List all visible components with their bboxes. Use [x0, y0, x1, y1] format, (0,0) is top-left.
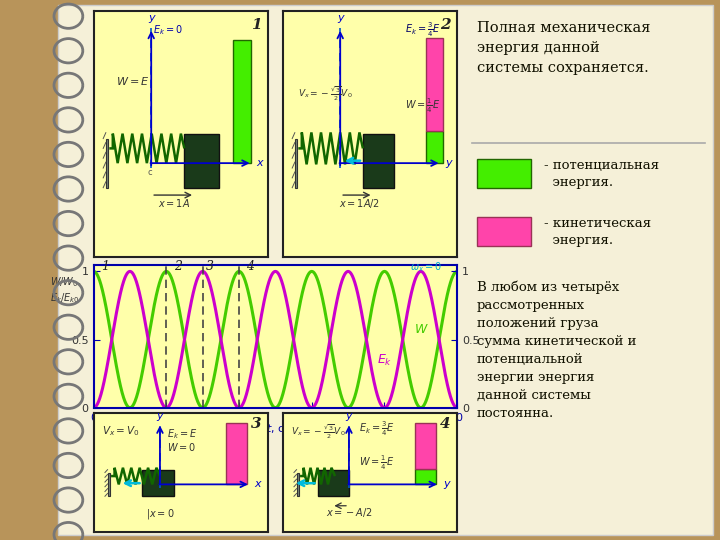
Bar [363, 133, 395, 188]
Text: $E_k=E$: $E_k=E$ [167, 427, 197, 441]
Text: $W=0$: $W=0$ [167, 441, 196, 453]
Bar [233, 40, 251, 163]
Text: $x=1A/2$: $x=1A/2$ [339, 197, 380, 211]
Text: $V_x=-\frac{\sqrt{3}}{2}V_0$: $V_x=-\frac{\sqrt{3}}{2}V_0$ [292, 422, 346, 441]
Text: 3: 3 [251, 417, 261, 431]
Bar [477, 159, 531, 188]
Text: $E_k/E_{k0}$: $E_k/E_{k0}$ [50, 292, 80, 305]
Text: $V_x=-\frac{\sqrt{3}}{2}V_0$: $V_x=-\frac{\sqrt{3}}{2}V_0$ [298, 84, 353, 103]
Text: $E_k=\frac{3}{4}E$: $E_k=\frac{3}{4}E$ [405, 21, 441, 39]
Bar [143, 470, 174, 496]
Text: $|x=0$: $|x=0$ [145, 507, 174, 521]
Text: $W$: $W$ [413, 323, 428, 336]
Text: $W=\frac{1}{4}E$: $W=\frac{1}{4}E$ [359, 454, 395, 472]
Text: y: y [337, 12, 343, 23]
Text: - кинетическая
  энергия.: - кинетическая энергия. [544, 217, 651, 247]
Bar [226, 423, 247, 484]
Bar [415, 469, 436, 484]
Text: - потенциальная
  энергия.: - потенциальная энергия. [544, 159, 659, 188]
Bar [294, 139, 297, 188]
Text: $W=E$: $W=E$ [117, 75, 150, 86]
Text: $E_k=\frac{3}{4}E$: $E_k=\frac{3}{4}E$ [359, 420, 395, 438]
Text: $V_x=V_0$: $V_x=V_0$ [102, 424, 140, 438]
Text: $x=-A/2$: $x=-A/2$ [325, 507, 372, 519]
Bar [477, 217, 531, 246]
Bar [426, 38, 444, 131]
Text: y: y [157, 411, 163, 421]
Bar [426, 131, 444, 163]
Text: x: x [254, 480, 261, 489]
Text: Полная механическая
энергия данной
системы сохраняется.: Полная механическая энергия данной систе… [477, 21, 650, 76]
Bar [297, 472, 300, 496]
Bar [415, 423, 436, 469]
Bar [318, 470, 349, 496]
Text: c: c [148, 168, 153, 178]
Bar [106, 139, 109, 188]
Text: $t$, c: $t$, c [266, 422, 285, 435]
Text: В любом из четырёх
рассмотренных
положений груза
сумма кинетической и
потенциаль: В любом из четырёх рассмотренных положен… [477, 281, 636, 420]
Text: $W/W_0,$: $W/W_0,$ [50, 275, 81, 289]
Text: y: y [445, 158, 451, 168]
Text: 2: 2 [440, 18, 450, 32]
Text: y: y [444, 480, 450, 489]
Text: 1: 1 [251, 18, 261, 32]
Text: x: x [256, 158, 263, 168]
Text: 4: 4 [246, 260, 254, 273]
Text: y: y [346, 411, 352, 421]
Text: 4: 4 [440, 417, 450, 431]
Text: $x=1A$: $x=1A$ [158, 197, 190, 210]
Bar [107, 472, 110, 496]
Text: $W=\frac{1}{4}E$: $W=\frac{1}{4}E$ [405, 97, 440, 115]
Bar [184, 133, 220, 188]
Text: $\omega_x=0$: $\omega_x=0$ [410, 260, 442, 274]
Text: 1: 1 [101, 260, 109, 273]
Text: $E_k$: $E_k$ [377, 353, 392, 368]
Text: 2: 2 [174, 260, 181, 273]
Text: $E_k=0$: $E_k=0$ [153, 23, 183, 37]
Text: 3: 3 [207, 260, 215, 273]
Text: y: y [148, 12, 155, 23]
